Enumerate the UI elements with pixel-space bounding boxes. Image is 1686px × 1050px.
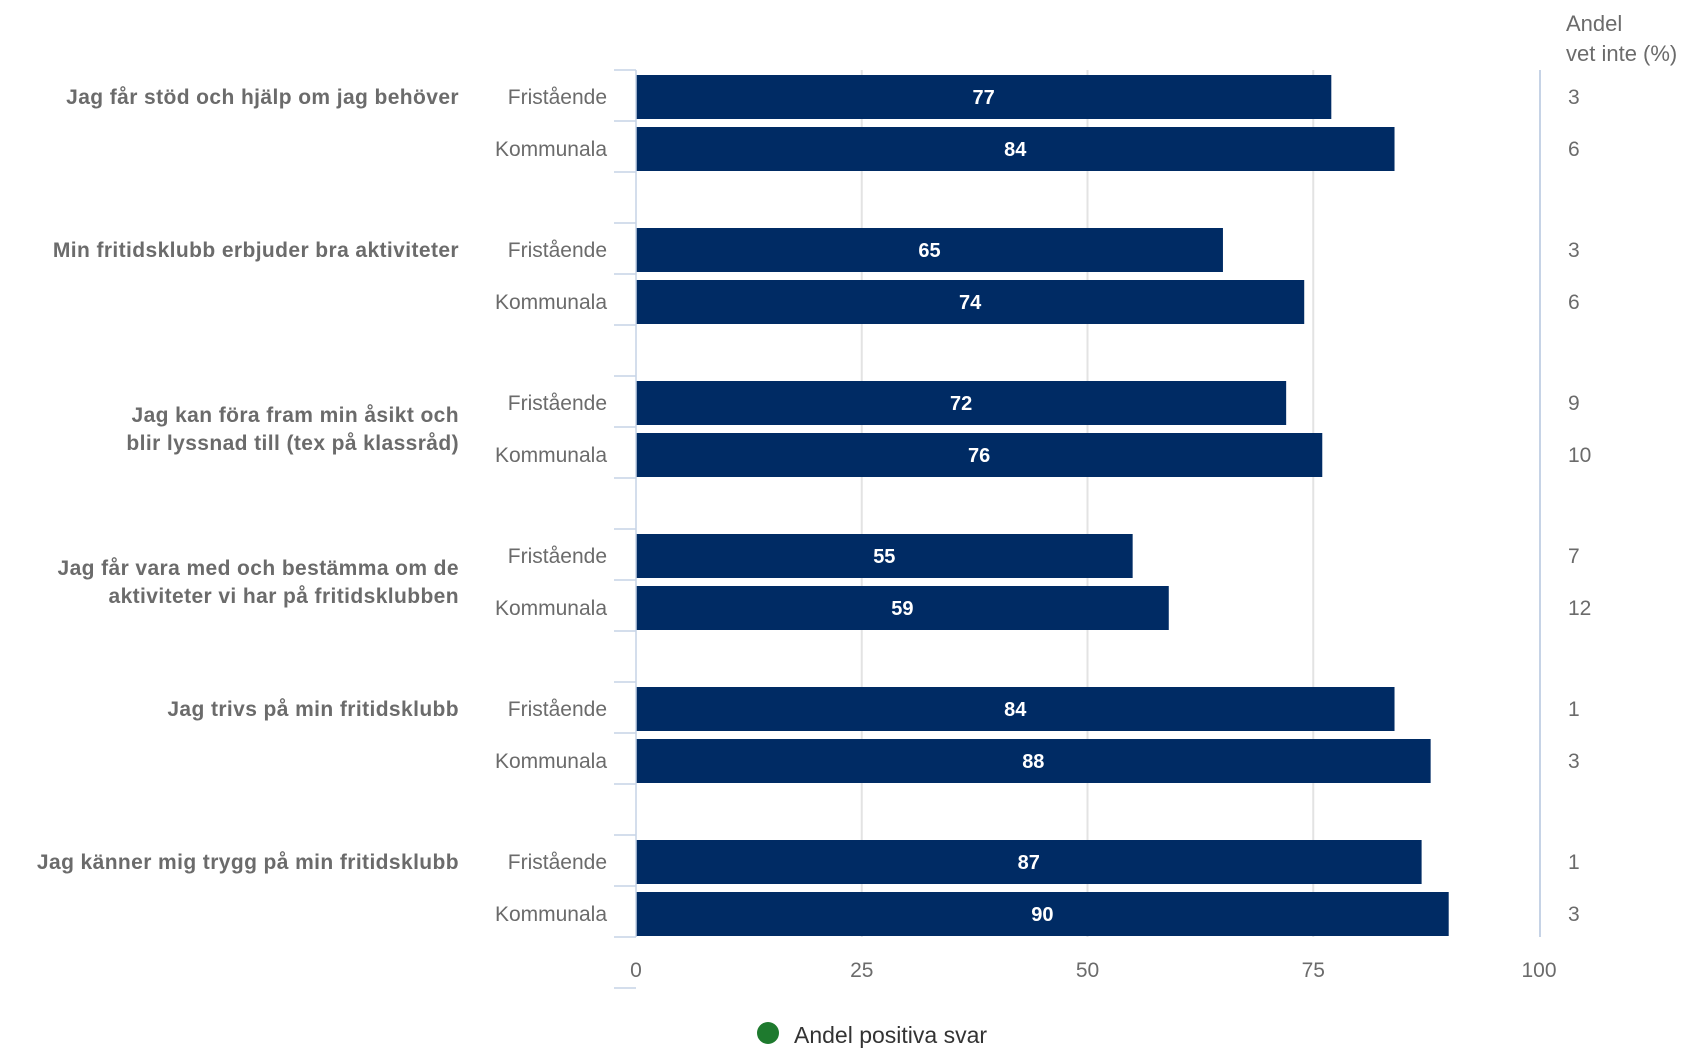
gridlines bbox=[860, 70, 1315, 937]
bar-value-label: 65 bbox=[918, 240, 940, 262]
group-label: Kommunala bbox=[495, 903, 607, 926]
legend-label: Andel positiva svar bbox=[794, 1022, 987, 1048]
group-label: Fristående bbox=[508, 698, 607, 721]
vet-inte-value: 1 bbox=[1568, 851, 1580, 874]
group-label: Fristående bbox=[508, 545, 607, 568]
question-label: blir lyssnad till (tex på klassråd) bbox=[126, 432, 459, 455]
vet-inte-value: 12 bbox=[1568, 597, 1591, 620]
bar-value-label: 87 bbox=[1018, 852, 1040, 874]
bars: 77 84 65 74 72 76 55 59 84 88 87 90 bbox=[636, 75, 1449, 936]
bar bbox=[636, 840, 1422, 884]
x-axis: 0 25 50 75 100 bbox=[614, 69, 1557, 989]
question-label: Jag får vara med och bestämma om de bbox=[58, 557, 460, 580]
labels: Jag får stöd och hjälp om jag behöver Fri… bbox=[37, 86, 607, 926]
bar bbox=[636, 381, 1287, 425]
vet-inte-value: 3 bbox=[1568, 239, 1580, 262]
legend-marker-icon bbox=[757, 1022, 779, 1044]
bar bbox=[636, 534, 1133, 578]
vet-inte-value: 3 bbox=[1568, 903, 1580, 926]
bar bbox=[636, 687, 1395, 731]
x-tick-label: 25 bbox=[850, 959, 873, 982]
bar bbox=[636, 739, 1431, 783]
group-label: Fristående bbox=[508, 86, 607, 109]
bar-value-label: 88 bbox=[1022, 751, 1044, 773]
bar-value-label: 59 bbox=[891, 598, 913, 620]
bar bbox=[636, 586, 1169, 630]
bar-value-label: 55 bbox=[873, 546, 895, 568]
question-label: Jag kan föra fram min åsikt och bbox=[131, 404, 459, 427]
question-label: Min fritidsklubb erbjuder bra aktivitete… bbox=[53, 239, 459, 262]
vet-inte-value: 3 bbox=[1568, 750, 1580, 773]
bar bbox=[636, 892, 1449, 936]
vet-inte-header-line-2: vet inte (%) bbox=[1566, 41, 1677, 66]
group-label: Fristående bbox=[508, 239, 607, 262]
vet-inte-value: 9 bbox=[1568, 392, 1580, 415]
question-label: Jag får stöd och hjälp om jag behöver bbox=[66, 86, 459, 109]
group-label: Kommunala bbox=[495, 291, 607, 314]
group-label: Fristående bbox=[508, 392, 607, 415]
bar-value-label: 72 bbox=[950, 393, 972, 415]
question-label: Jag känner mig trygg på min fritidsklubb bbox=[37, 851, 459, 874]
group-label: Fristående bbox=[508, 851, 607, 874]
group-label: Kommunala bbox=[495, 750, 607, 773]
bar bbox=[636, 280, 1305, 324]
bar bbox=[636, 228, 1223, 272]
group-label: Kommunala bbox=[495, 138, 607, 161]
bar-value-label: 77 bbox=[973, 87, 995, 109]
x-tick-label: 0 bbox=[630, 959, 642, 982]
group-label: Kommunala bbox=[495, 444, 607, 467]
group-label: Kommunala bbox=[495, 597, 607, 620]
question-label: Jag trivs på min fritidsklubb bbox=[167, 698, 459, 721]
x-tick-label: 50 bbox=[1076, 959, 1099, 982]
vet-inte-column: Andel vet inte (%) 3 6 3 6 9 10 7 12 1 3 1 3 bbox=[1539, 11, 1677, 937]
vet-inte-value: 6 bbox=[1568, 138, 1580, 161]
bar bbox=[636, 433, 1323, 477]
bar bbox=[636, 127, 1395, 171]
question-label: aktiviteter vi har på fritidsklubben bbox=[109, 585, 460, 608]
x-tick-label: 100 bbox=[1521, 959, 1556, 982]
vet-inte-value: 3 bbox=[1568, 86, 1580, 109]
bar-value-label: 74 bbox=[959, 292, 982, 314]
bar-value-label: 84 bbox=[1004, 139, 1027, 161]
vet-inte-value: 10 bbox=[1568, 444, 1591, 467]
bar-value-label: 76 bbox=[968, 445, 990, 467]
bar-value-label: 90 bbox=[1031, 904, 1053, 926]
vet-inte-value: 1 bbox=[1568, 698, 1580, 721]
vet-inte-value: 7 bbox=[1568, 545, 1580, 568]
vet-inte-value: 6 bbox=[1568, 291, 1580, 314]
x-tick-label: 75 bbox=[1302, 959, 1325, 982]
vet-inte-header-line-1: Andel bbox=[1566, 11, 1622, 36]
bar-value-label: 84 bbox=[1004, 699, 1027, 721]
bar bbox=[636, 75, 1332, 119]
legend: Andel positiva svar bbox=[757, 1022, 987, 1048]
